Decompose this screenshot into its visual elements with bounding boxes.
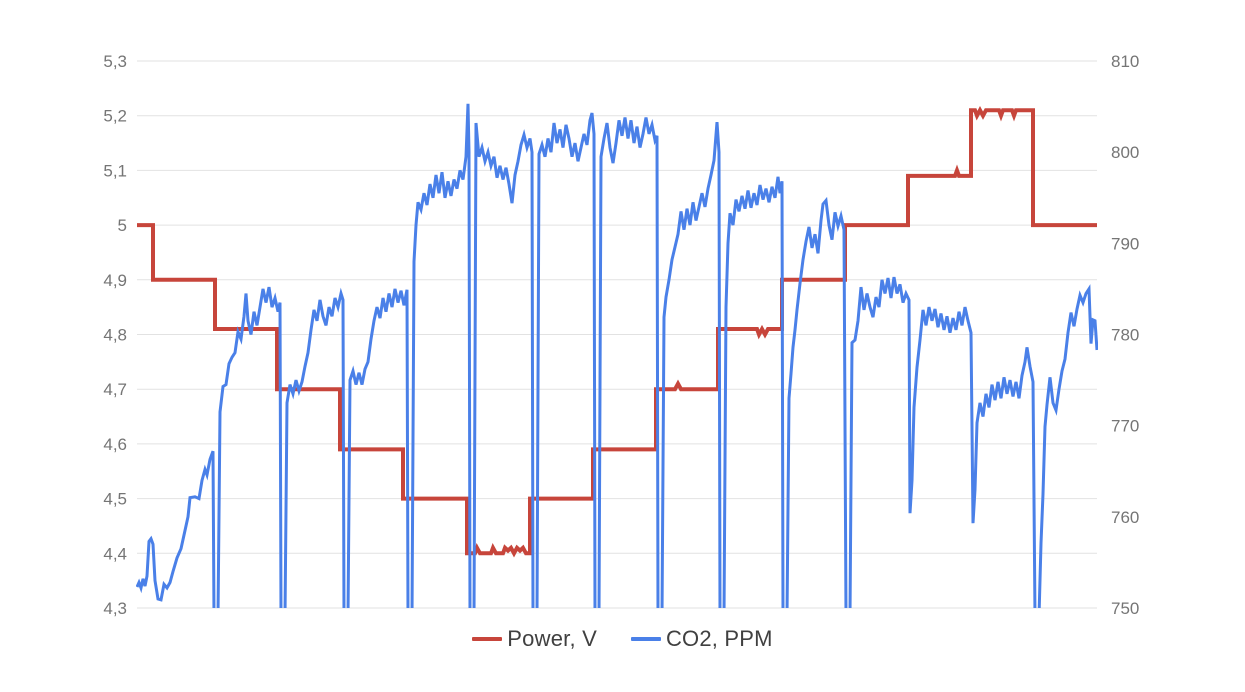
legend-label-power: Power, V (507, 626, 597, 651)
left-axis-tick-label: 5,1 (103, 161, 127, 180)
left-axis-tick-label: 4,5 (103, 490, 127, 509)
right-axis-tick-label: 790 (1111, 234, 1139, 253)
legend-label-co2: CO2, PPM (665, 626, 773, 651)
left-axis-tick-label: 4,6 (103, 435, 127, 454)
left-axis-tick-label: 5,3 (103, 52, 127, 71)
chart-legend: Power, V CO2, PPM (0, 626, 1245, 652)
right-axis-tick-label: 800 (1111, 143, 1139, 162)
right-axis-tick-label: 760 (1111, 508, 1139, 527)
left-axis-tick-label: 5 (118, 216, 127, 235)
right-axis-tick-label: 810 (1111, 52, 1139, 71)
right-axis-labels: 810 800 790 780 770 760 750 (1111, 52, 1139, 618)
left-axis-tick-label: 4,7 (103, 380, 127, 399)
co2-series-line[interactable] (136, 103, 1098, 617)
right-axis-tick-label: 750 (1111, 599, 1139, 618)
left-axis-tick-label: 4,9 (103, 271, 127, 290)
power-series-swatch-icon (472, 637, 503, 641)
co2-series-swatch-icon (630, 637, 661, 641)
left-axis-tick-label: 5,2 (103, 107, 127, 126)
left-axis-tick-label: 4,8 (103, 326, 127, 345)
legend-item-power[interactable]: Power, V (472, 626, 597, 652)
power-series-line[interactable] (137, 106, 1097, 558)
right-axis-tick-label: 780 (1111, 326, 1139, 345)
series-layer (136, 103, 1098, 617)
left-axis-tick-label: 4,4 (103, 544, 127, 563)
left-axis-labels: 5,3 5,2 5,1 5 4,9 4,8 4,7 4,6 4,5 4,4 4,3 (103, 52, 127, 618)
left-axis-tick-label: 4,3 (103, 599, 127, 618)
legend-item-co2[interactable]: CO2, PPM (630, 626, 773, 652)
right-axis-tick-label: 770 (1111, 417, 1139, 436)
